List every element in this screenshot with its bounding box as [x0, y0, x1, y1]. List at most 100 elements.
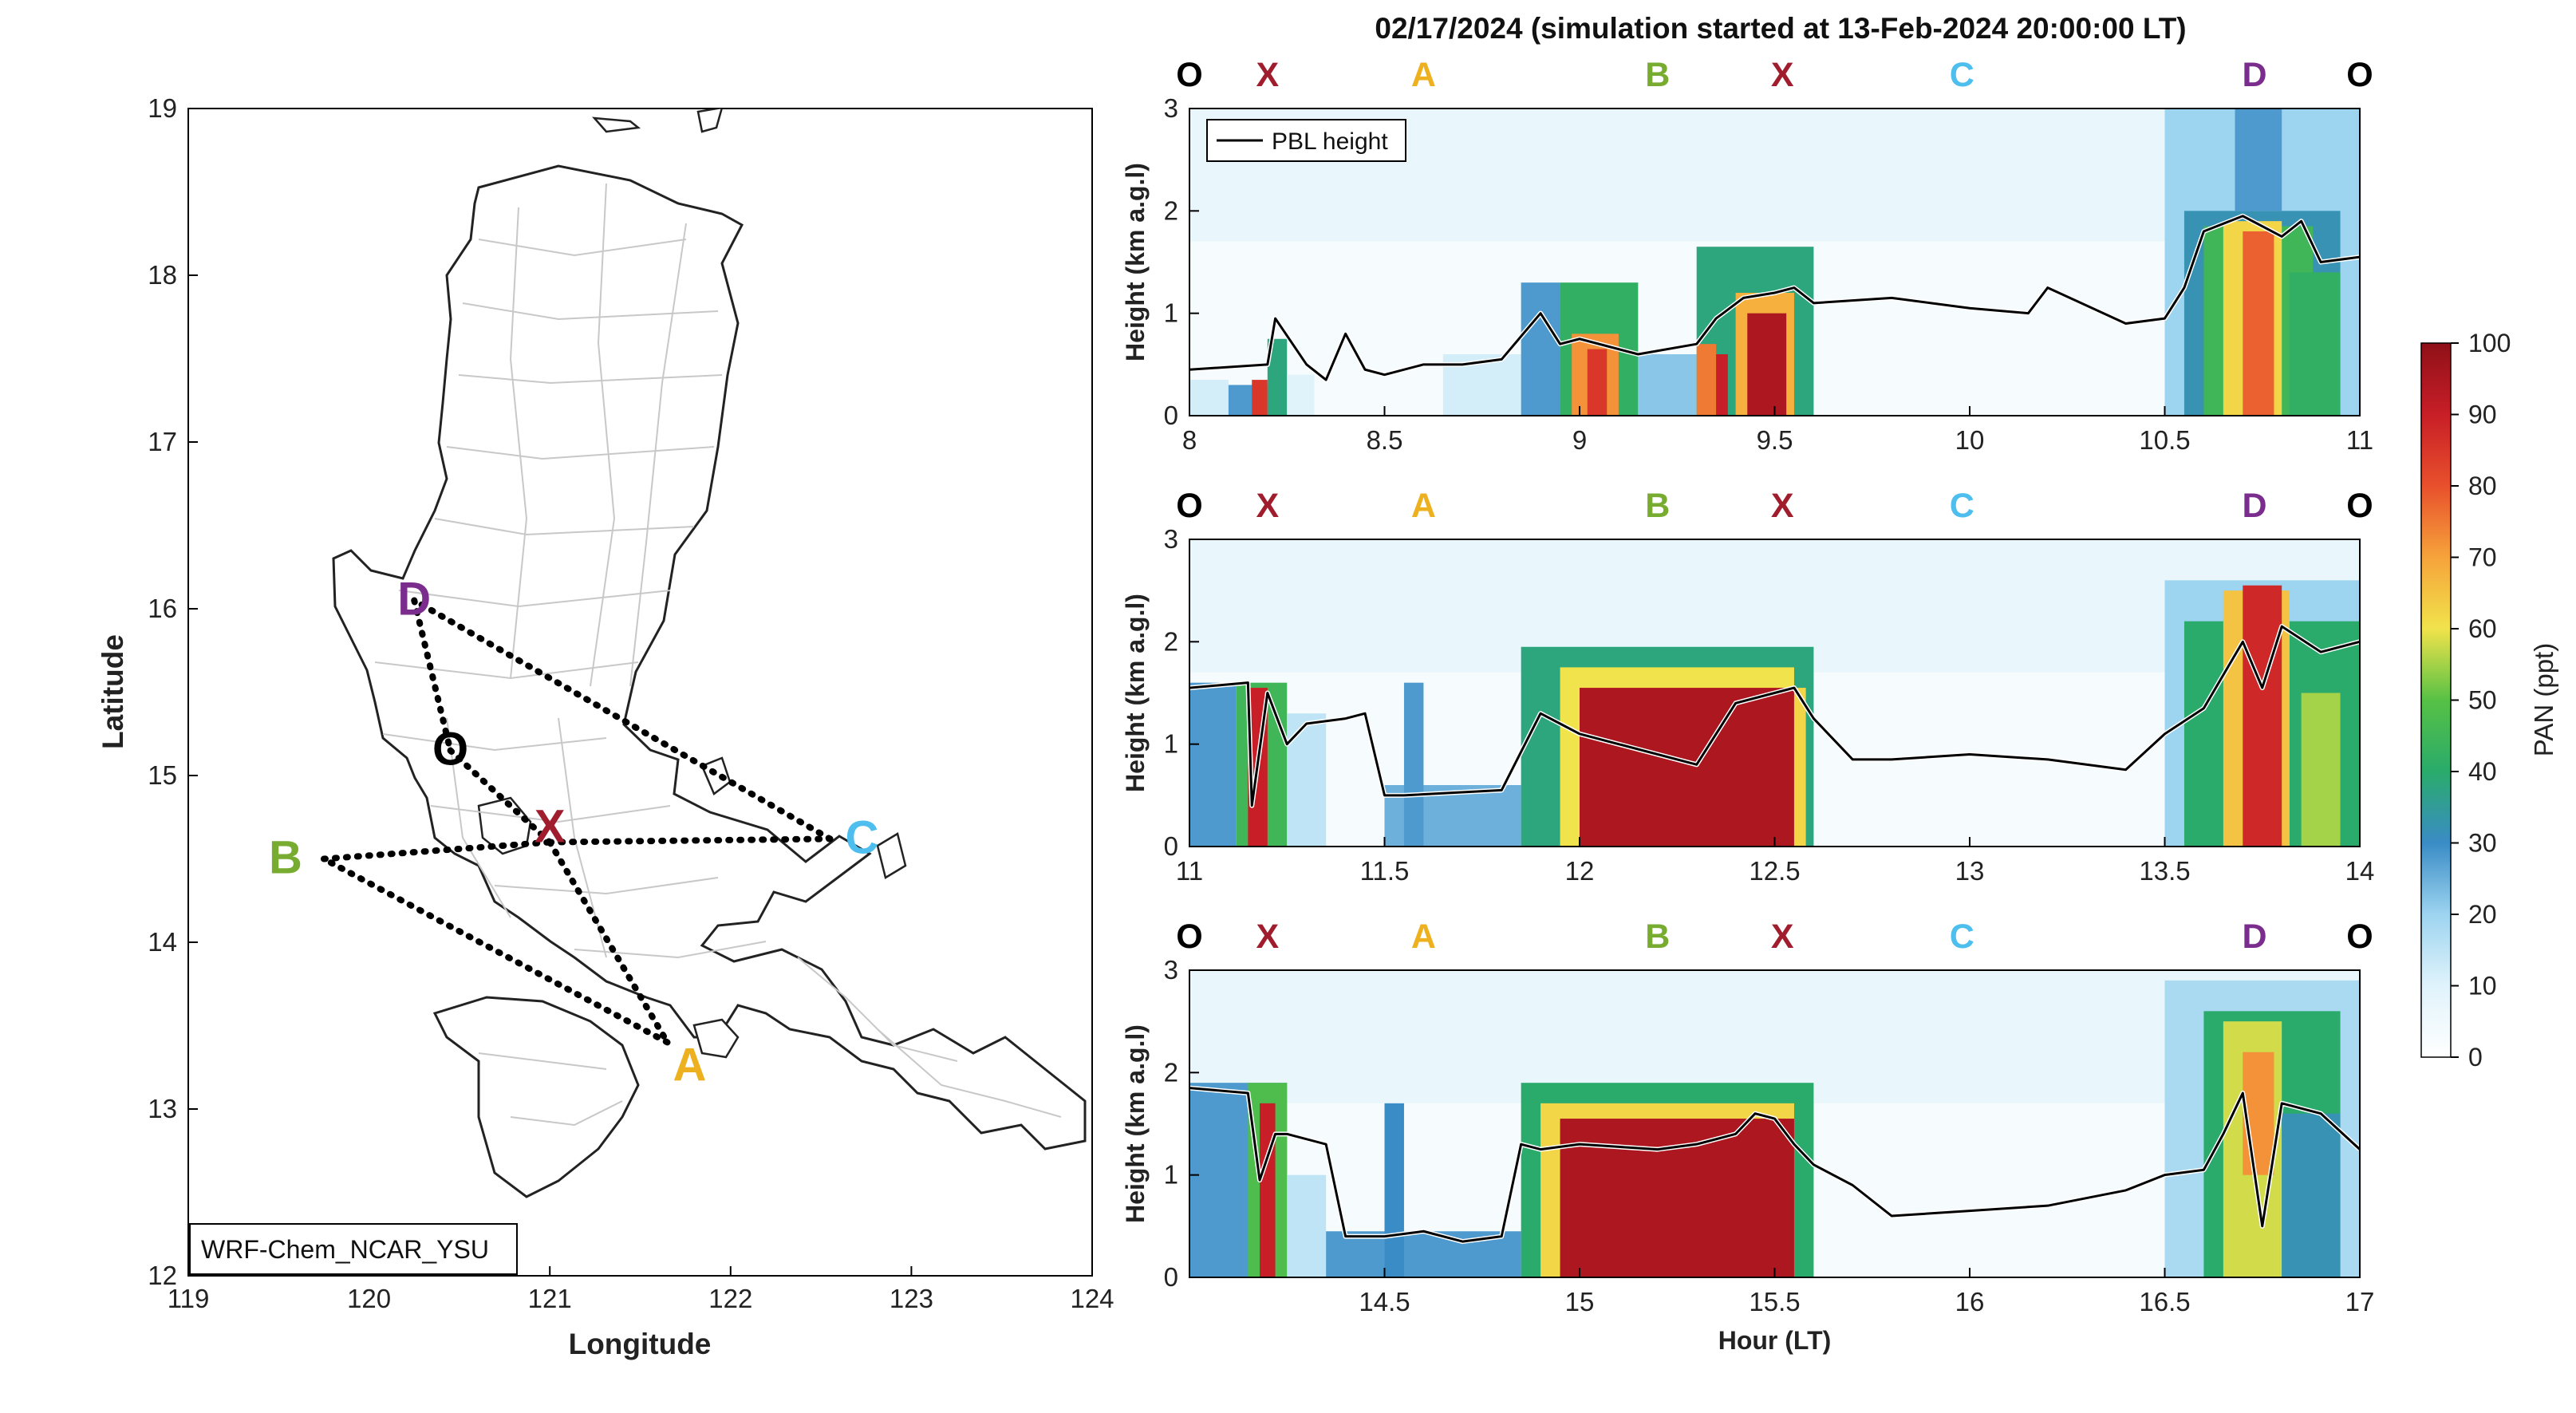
- panel-site-label: A: [1411, 918, 1436, 956]
- pan-cell: [2301, 693, 2341, 847]
- colorbar-tick-label: 100: [2468, 329, 2511, 357]
- route-segment: [411, 597, 454, 754]
- map-ytick-label: 15: [148, 760, 177, 790]
- panel-xtick-label: 16: [1955, 1287, 1985, 1316]
- panel-ytick-label: 1: [1164, 298, 1178, 328]
- panel-ytick-label: 3: [1164, 524, 1178, 554]
- panel-xtick-label: 9: [1572, 425, 1587, 455]
- pan-cell: [2235, 109, 2282, 211]
- panel-1: 8 8.5 9 9.5 10 10.5 11 0 1 2 3 Height (km a.g.l) O X A…: [1121, 56, 2373, 455]
- panel-site-label: O: [2346, 56, 2373, 94]
- panel-xtick-label: 15.5: [1749, 1287, 1800, 1316]
- luzon-outline: [332, 164, 1087, 1151]
- pan-cell: [1696, 344, 1717, 416]
- panel-xtick-label: 15: [1565, 1287, 1595, 1316]
- panel-site-label: O: [1176, 56, 1202, 94]
- panel-xtick-label: 13.5: [2139, 856, 2190, 886]
- pan-cell: [1260, 1103, 1276, 1277]
- municipal-boundaries: [374, 183, 1062, 1127]
- panel-site-label: B: [1645, 56, 1670, 94]
- panel-site-label: O: [2346, 918, 2373, 956]
- map-xtick-label: 121: [528, 1284, 572, 1313]
- map-ytick-label: 17: [148, 427, 177, 456]
- pan-cell: [2289, 272, 2341, 416]
- route-segment: [320, 839, 554, 862]
- panel-site-label: D: [2242, 487, 2266, 525]
- panel-xtick-label: 17: [2345, 1287, 2375, 1316]
- pan-cell: [2282, 1113, 2341, 1277]
- colorbar-label: PAN (ppt): [2529, 643, 2558, 756]
- map-site-label: B: [269, 832, 302, 884]
- route-segment: [320, 855, 671, 1046]
- panel-xtick-label: 8.5: [1367, 425, 1403, 455]
- colorbar-tick-label: 30: [2468, 829, 2497, 858]
- colorbar: 0 10 20 30 40 50 60 70 80 90 100 PAN (ppt): [2420, 329, 2558, 1072]
- panel-xtick-label: 14.5: [1359, 1287, 1410, 1316]
- panel-site-label: X: [1771, 56, 1794, 94]
- panel-ytick-label: 0: [1164, 401, 1178, 430]
- panel-site-label: O: [1176, 487, 1202, 525]
- panel-xtick-label: 8: [1182, 425, 1197, 455]
- map-land: [332, 109, 1087, 1198]
- pan-cell: [2243, 231, 2274, 416]
- map-xtick-label: 124: [1070, 1284, 1114, 1313]
- pan-cell: [1287, 1174, 1327, 1277]
- pan-cell: [1384, 1103, 1404, 1277]
- panel-site-label: A: [1411, 56, 1436, 94]
- route-segment: [447, 747, 554, 846]
- colorbar-tick-label: 60: [2468, 614, 2497, 643]
- pan-cell: [1403, 682, 1424, 847]
- panel-xtick-label: 14: [2345, 856, 2375, 886]
- panel-xtick-label: 10.5: [2139, 425, 2190, 455]
- panel-xtick-label: 12.5: [1749, 856, 1800, 886]
- panel-site-label: C: [1950, 918, 1974, 956]
- panel-site-label: C: [1950, 487, 1974, 525]
- panel-xtick-label: 12: [1565, 856, 1595, 886]
- pan-cell: [1189, 380, 1229, 416]
- map-ticks: 119 120 121 122 123 124 12 13 14 15 16 17 18 19: [148, 93, 1114, 1313]
- colorbar-tick-label: 80: [2468, 472, 2497, 500]
- route-segment: [546, 839, 671, 1046]
- figure-title: 02/17/2024 (simulation started at 13-Feb…: [1375, 12, 2186, 45]
- panel-xtick-label: 11: [1176, 856, 1203, 886]
- panel-xtick-label: 10: [1955, 425, 1985, 455]
- pbl-legend-label: PBL height: [1272, 128, 1388, 155]
- pan-cell: [1560, 1119, 1794, 1277]
- colorbar-tick-label: 90: [2468, 401, 2497, 429]
- route-segment: [411, 597, 834, 843]
- panel-site-label: O: [1176, 918, 1202, 956]
- map-xtick-label: 122: [708, 1284, 752, 1313]
- map-ytick-label: 12: [148, 1261, 177, 1290]
- panel-xtick-label: 11.5: [1360, 856, 1410, 886]
- panel-site-label: O: [2346, 487, 2373, 525]
- colorbar-tick-label: 10: [2468, 972, 2497, 1001]
- pan-cell: [1587, 349, 1608, 416]
- panel-site-label: B: [1645, 918, 1670, 956]
- panel-xtick-label: 9.5: [1757, 425, 1793, 455]
- model-label: WRF-Chem_NCAR_YSU: [201, 1235, 489, 1264]
- colorbar-tick-label: 0: [2468, 1043, 2483, 1072]
- map-ytick-label: 16: [148, 594, 177, 623]
- pbl-line: [1189, 215, 2360, 381]
- pan-cell: [1716, 354, 1728, 416]
- map-site-label: X: [535, 801, 566, 853]
- map-site-label: D: [397, 574, 431, 626]
- panel-ytick-label: 2: [1164, 626, 1178, 656]
- pan-cell: [1287, 374, 1315, 416]
- panel-site-label: X: [1256, 918, 1279, 956]
- panel-xtick-label: 11: [2346, 425, 2373, 455]
- pan-cell: [1252, 380, 1268, 416]
- panel-ytick-label: 2: [1164, 1057, 1178, 1087]
- panel-site-label: D: [2242, 56, 2266, 94]
- marinduque-outline: [692, 1018, 740, 1059]
- pan-cell: [1793, 688, 1806, 847]
- pan-cell: [1189, 682, 1237, 847]
- map-site-label: A: [673, 1039, 707, 1091]
- babuyan-island-1: [591, 116, 641, 133]
- pbl-line: [1189, 625, 2360, 807]
- babuyan-island-2: [696, 109, 724, 133]
- colorbar-gradient: [2420, 342, 2452, 1058]
